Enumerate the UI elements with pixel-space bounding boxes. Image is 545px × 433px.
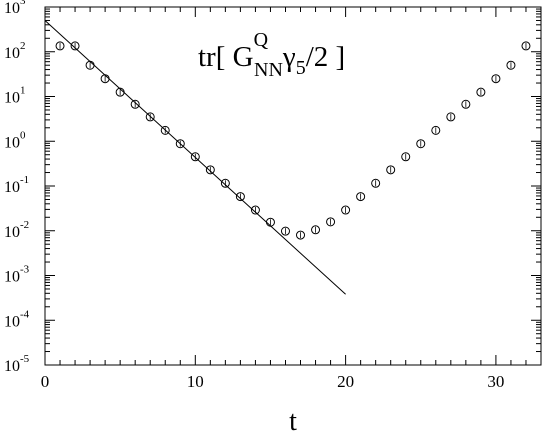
y-tick-label: 100 <box>4 129 26 151</box>
data-point <box>250 205 260 215</box>
annotation-suffix: /2 ] <box>306 41 345 73</box>
annotation-superscript: Q <box>254 29 269 51</box>
data-point <box>145 112 155 122</box>
annotation-gamma: γ <box>282 41 296 73</box>
data-point <box>205 165 215 175</box>
y-tick-label: 10-4 <box>4 308 30 330</box>
data-point <box>55 41 65 51</box>
data-point <box>220 178 230 188</box>
data-point <box>100 74 110 84</box>
data-point <box>416 139 426 149</box>
x-tick-label: 20 <box>337 372 354 391</box>
x-tick-label: 30 <box>487 372 504 391</box>
data-point <box>70 41 80 51</box>
plot-annotation: tr[ GQ NNγ5/2 ] <box>198 29 345 81</box>
y-tick-label: 10-2 <box>4 219 29 241</box>
y-tick-label: 103 <box>4 0 26 17</box>
annotation-prefix: tr[ G <box>198 41 254 73</box>
annotation-subscript: NN <box>254 59 283 81</box>
data-point <box>311 225 321 235</box>
y-tick-label: 101 <box>4 85 26 107</box>
x-axis: 0 10 20 30 <box>41 7 542 391</box>
data-point <box>476 87 486 97</box>
x-axis-label: t <box>289 406 297 433</box>
data-point <box>190 152 200 162</box>
data-point <box>175 139 185 149</box>
data-point <box>326 217 336 227</box>
x-tick-label: 10 <box>187 372 204 391</box>
data-point <box>85 60 95 70</box>
y-tick-label: 10-3 <box>4 264 30 286</box>
data-point <box>115 87 125 97</box>
data-point <box>341 205 351 215</box>
data-point <box>521 41 531 51</box>
y-tick-label: 10-5 <box>4 353 30 375</box>
data-point <box>235 192 245 202</box>
data-points <box>55 41 531 240</box>
data-point <box>265 217 275 227</box>
y-axis: 103 102 101 100 10-1 10-2 10-3 10-4 10-5 <box>4 0 541 375</box>
data-point <box>371 178 381 188</box>
data-point <box>280 226 290 236</box>
data-point <box>386 165 396 175</box>
x-tick-label: 0 <box>41 372 50 391</box>
data-point <box>401 152 411 162</box>
data-point <box>506 60 516 70</box>
data-point <box>160 125 170 135</box>
data-point <box>446 112 456 122</box>
data-point <box>296 230 306 240</box>
data-point <box>431 125 441 135</box>
data-point <box>461 99 471 109</box>
data-point <box>356 192 366 202</box>
data-point <box>130 99 140 109</box>
annotation-gamma-subscript: 5 <box>296 57 306 79</box>
data-point <box>491 74 501 84</box>
y-tick-label: 102 <box>4 40 26 62</box>
y-tick-label: 10-1 <box>4 174 29 196</box>
